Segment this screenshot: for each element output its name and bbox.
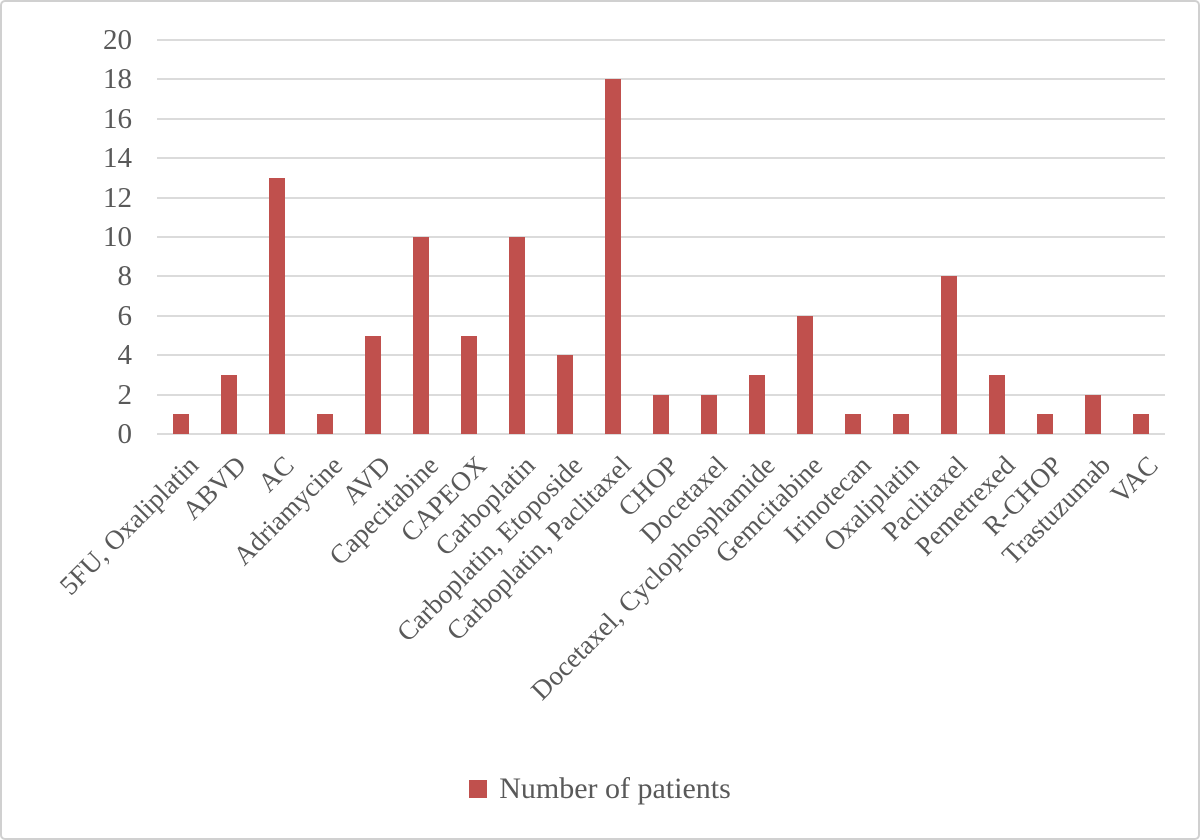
- bar-carboplatin-paclitaxel: [605, 79, 621, 434]
- bar-abvd: [221, 374, 237, 434]
- y-axis-tick-label: 8: [117, 260, 133, 293]
- gridline-y-10: [157, 236, 1165, 238]
- bar-r-chop: [1037, 414, 1053, 434]
- bar-ac: [269, 177, 285, 434]
- bar-adriamycine: [317, 414, 333, 434]
- x-axis-category-label: VAC: [1105, 450, 1165, 510]
- bar-oxaliplatin: [893, 414, 909, 434]
- bar-5fu-oxaliplatin: [173, 414, 189, 434]
- y-axis-tick-label: 10: [103, 221, 132, 253]
- legend-label: Number of patients: [499, 772, 731, 805]
- gridline-y-8: [157, 275, 1165, 278]
- x-axis-category-label: 5FU, Oxaliplatin: [53, 450, 205, 601]
- gridline-y-4: [157, 354, 1165, 357]
- bar-pemetrexed: [989, 374, 1005, 434]
- y-axis-tick-label: 16: [103, 102, 132, 135]
- y-axis-tick-label: 6: [117, 299, 133, 332]
- gridline-y-20: [157, 39, 1165, 41]
- gridline-y-6: [157, 314, 1165, 317]
- y-axis-tick-label: 12: [103, 181, 132, 214]
- y-axis-tick-label: 18: [103, 63, 132, 96]
- bar-avd: [365, 335, 381, 434]
- bar-capecitabine: [413, 237, 429, 434]
- bar-paclitaxel: [941, 276, 957, 434]
- gridline-y-16: [157, 117, 1165, 120]
- gridline-y-18: [157, 78, 1165, 81]
- legend-swatch-icon: [469, 780, 488, 798]
- bar-carboplatin-etoposide: [557, 355, 573, 434]
- y-axis-tick-label: 0: [117, 418, 133, 450]
- bar-capeox: [461, 335, 477, 434]
- y-axis-tick-label: 14: [103, 142, 132, 175]
- bar-gemcitabine: [797, 315, 813, 434]
- bar-vac: [1133, 414, 1149, 434]
- y-axis-tick-label: 4: [117, 339, 133, 372]
- bar-carboplatin: [509, 237, 525, 434]
- bar-docetaxel: [701, 394, 717, 434]
- gridline-y-12: [157, 196, 1165, 199]
- bar-irinotecan: [845, 414, 861, 434]
- y-axis-tick-label: 20: [103, 24, 132, 56]
- bar-docetaxel-cyclophosphamide: [749, 374, 765, 434]
- bar-trastuzumab: [1085, 394, 1101, 434]
- gridline-y-14: [157, 157, 1165, 160]
- bar-chop: [653, 394, 669, 434]
- gridline-y-0: [157, 433, 1165, 435]
- legend: Number of patients: [2, 772, 1198, 806]
- y-axis-tick-label: 2: [117, 378, 133, 411]
